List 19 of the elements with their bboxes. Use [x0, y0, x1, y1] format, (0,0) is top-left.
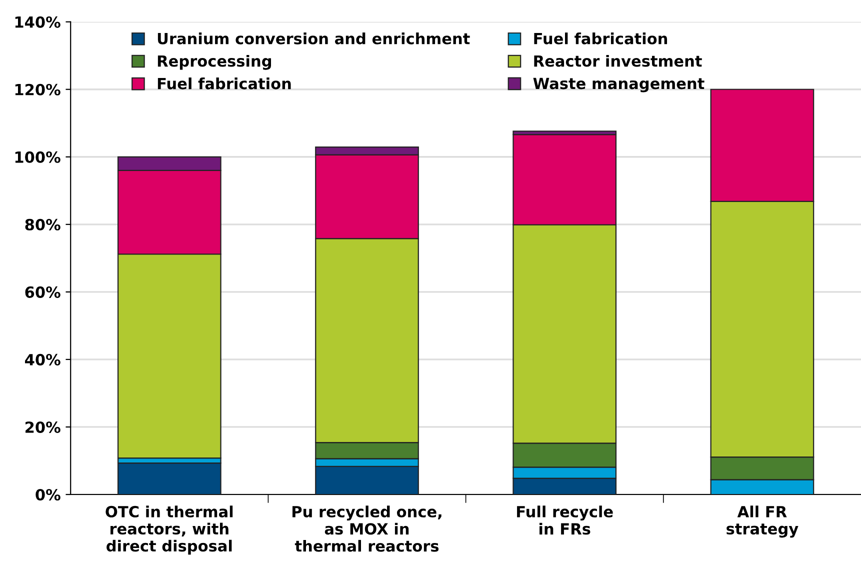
legend-label: Fuel fabrication: [534, 32, 668, 44]
y-tick-label: 0%: [36, 488, 60, 501]
y-tick-label: 100%: [15, 151, 60, 163]
y-tick-label: 80%: [25, 218, 60, 230]
y-tick-label: 140%: [15, 16, 60, 28]
legend-label: Reprocessing: [158, 54, 271, 70]
legend-label: Waste management: [533, 78, 704, 92]
legend-label: Uranium conversion and enrichment: [158, 32, 470, 44]
legend-label: Reactor investment: [534, 54, 702, 67]
y-tick-label: 40%: [25, 354, 60, 366]
x-tick-label: OTC in thermal reactors, with direct disposal: [106, 506, 233, 555]
y-tick-label: 20%: [26, 421, 60, 433]
y-tick-label: 60%: [25, 286, 60, 298]
y-tick-label: 120%: [15, 84, 60, 96]
legend-label: Fuel fabrication: [158, 78, 291, 90]
x-tick-label: Full recycle in FRs: [517, 506, 613, 535]
x-tick-label: All FR strategy: [726, 506, 798, 538]
x-tick-label: Pu recycled once, as MOX in thermal reactors: [292, 506, 442, 552]
bar: [117, 462, 222, 494]
